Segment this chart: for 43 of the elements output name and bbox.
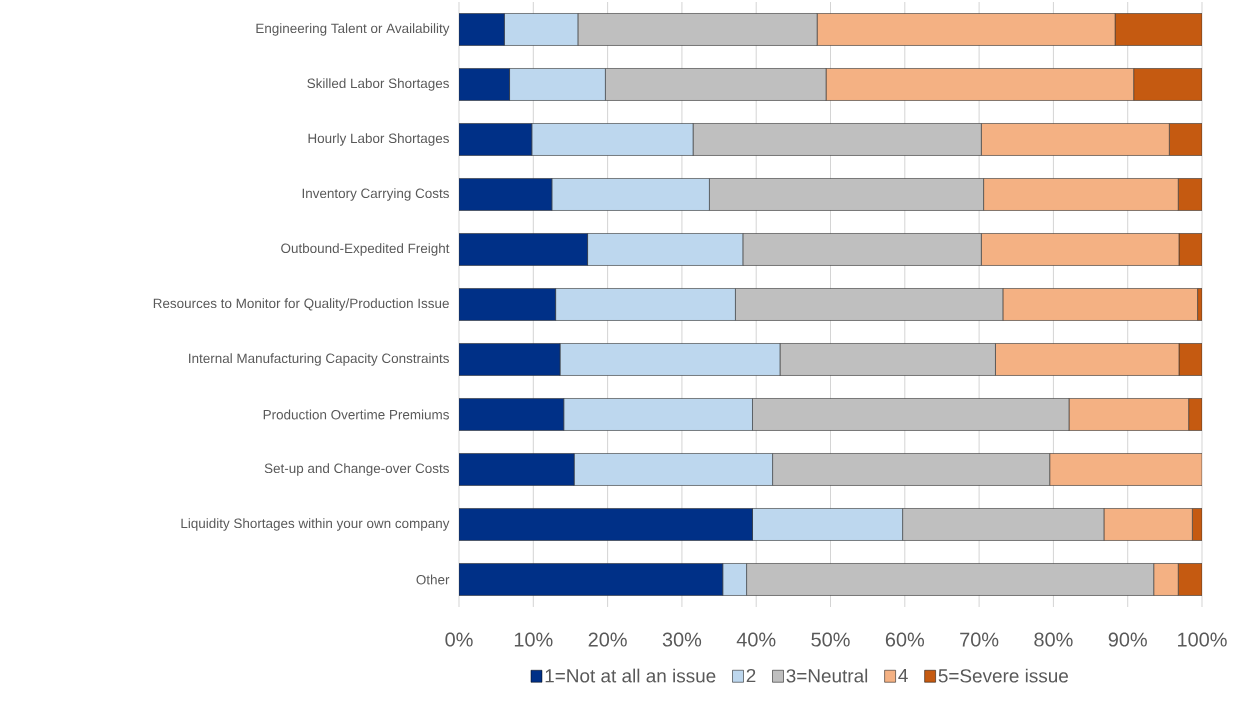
x-tick-label: 0% <box>445 632 473 647</box>
x-tick-label: 80% <box>1034 632 1073 647</box>
legend-label: 5=Severe issue <box>938 668 1068 683</box>
bar <box>1068 398 1189 431</box>
x-tick-label: 40% <box>736 632 776 647</box>
x-tick-label: 20% <box>588 632 627 647</box>
bar <box>825 68 1134 101</box>
bar <box>1169 123 1203 156</box>
x-tick-label: 60% <box>885 632 925 647</box>
bar <box>816 13 1116 46</box>
y-tick-label: Inventory Carrying Costs <box>302 188 449 201</box>
x-tick-label: 10% <box>514 632 553 647</box>
x-tick-label: 70% <box>960 632 999 647</box>
bar <box>981 233 1180 266</box>
bar <box>1114 13 1203 46</box>
y-tick-label: Production Overtime Premiums <box>263 409 449 420</box>
x-tick-label: 90% <box>1108 632 1147 647</box>
legend-label: 3=Neutral <box>786 668 868 683</box>
bar <box>995 343 1180 376</box>
bar <box>981 123 1170 156</box>
x-tick-label: 50% <box>811 632 850 647</box>
legend-label: 1=Not at all an issue <box>545 668 716 683</box>
bar <box>1103 508 1193 541</box>
y-tick-label: Internal Manufacturing Capacity Constraints <box>189 353 449 366</box>
y-tick-label: Other <box>416 574 450 585</box>
x-tick-label: 30% <box>662 632 702 647</box>
legend-label: 4 <box>898 669 908 683</box>
bar <box>983 178 1179 211</box>
y-tick-label: Outbound-Expedited Freight <box>281 243 450 256</box>
x-tick-label: 100% <box>1178 632 1227 647</box>
y-tick-label: Set-up and Change-over Costs <box>264 463 449 476</box>
bar <box>1153 563 1179 596</box>
y-tick-label: Hourly Labor Shortages <box>308 133 449 146</box>
bar <box>1049 453 1203 486</box>
bar <box>1133 68 1203 101</box>
bar <box>1002 288 1198 321</box>
legend-label: 2 <box>746 668 756 683</box>
bar <box>1177 563 1203 596</box>
bar <box>1177 178 1203 211</box>
y-tick-label: Skilled Labor Shortages <box>307 78 449 91</box>
y-tick-label: Engineering Talent or Availability <box>256 23 450 36</box>
y-tick-label: Resources to Monitor for Quality/Production Issue <box>153 298 449 311</box>
y-tick-label: Liquidity Shortages within your own company <box>181 518 450 531</box>
